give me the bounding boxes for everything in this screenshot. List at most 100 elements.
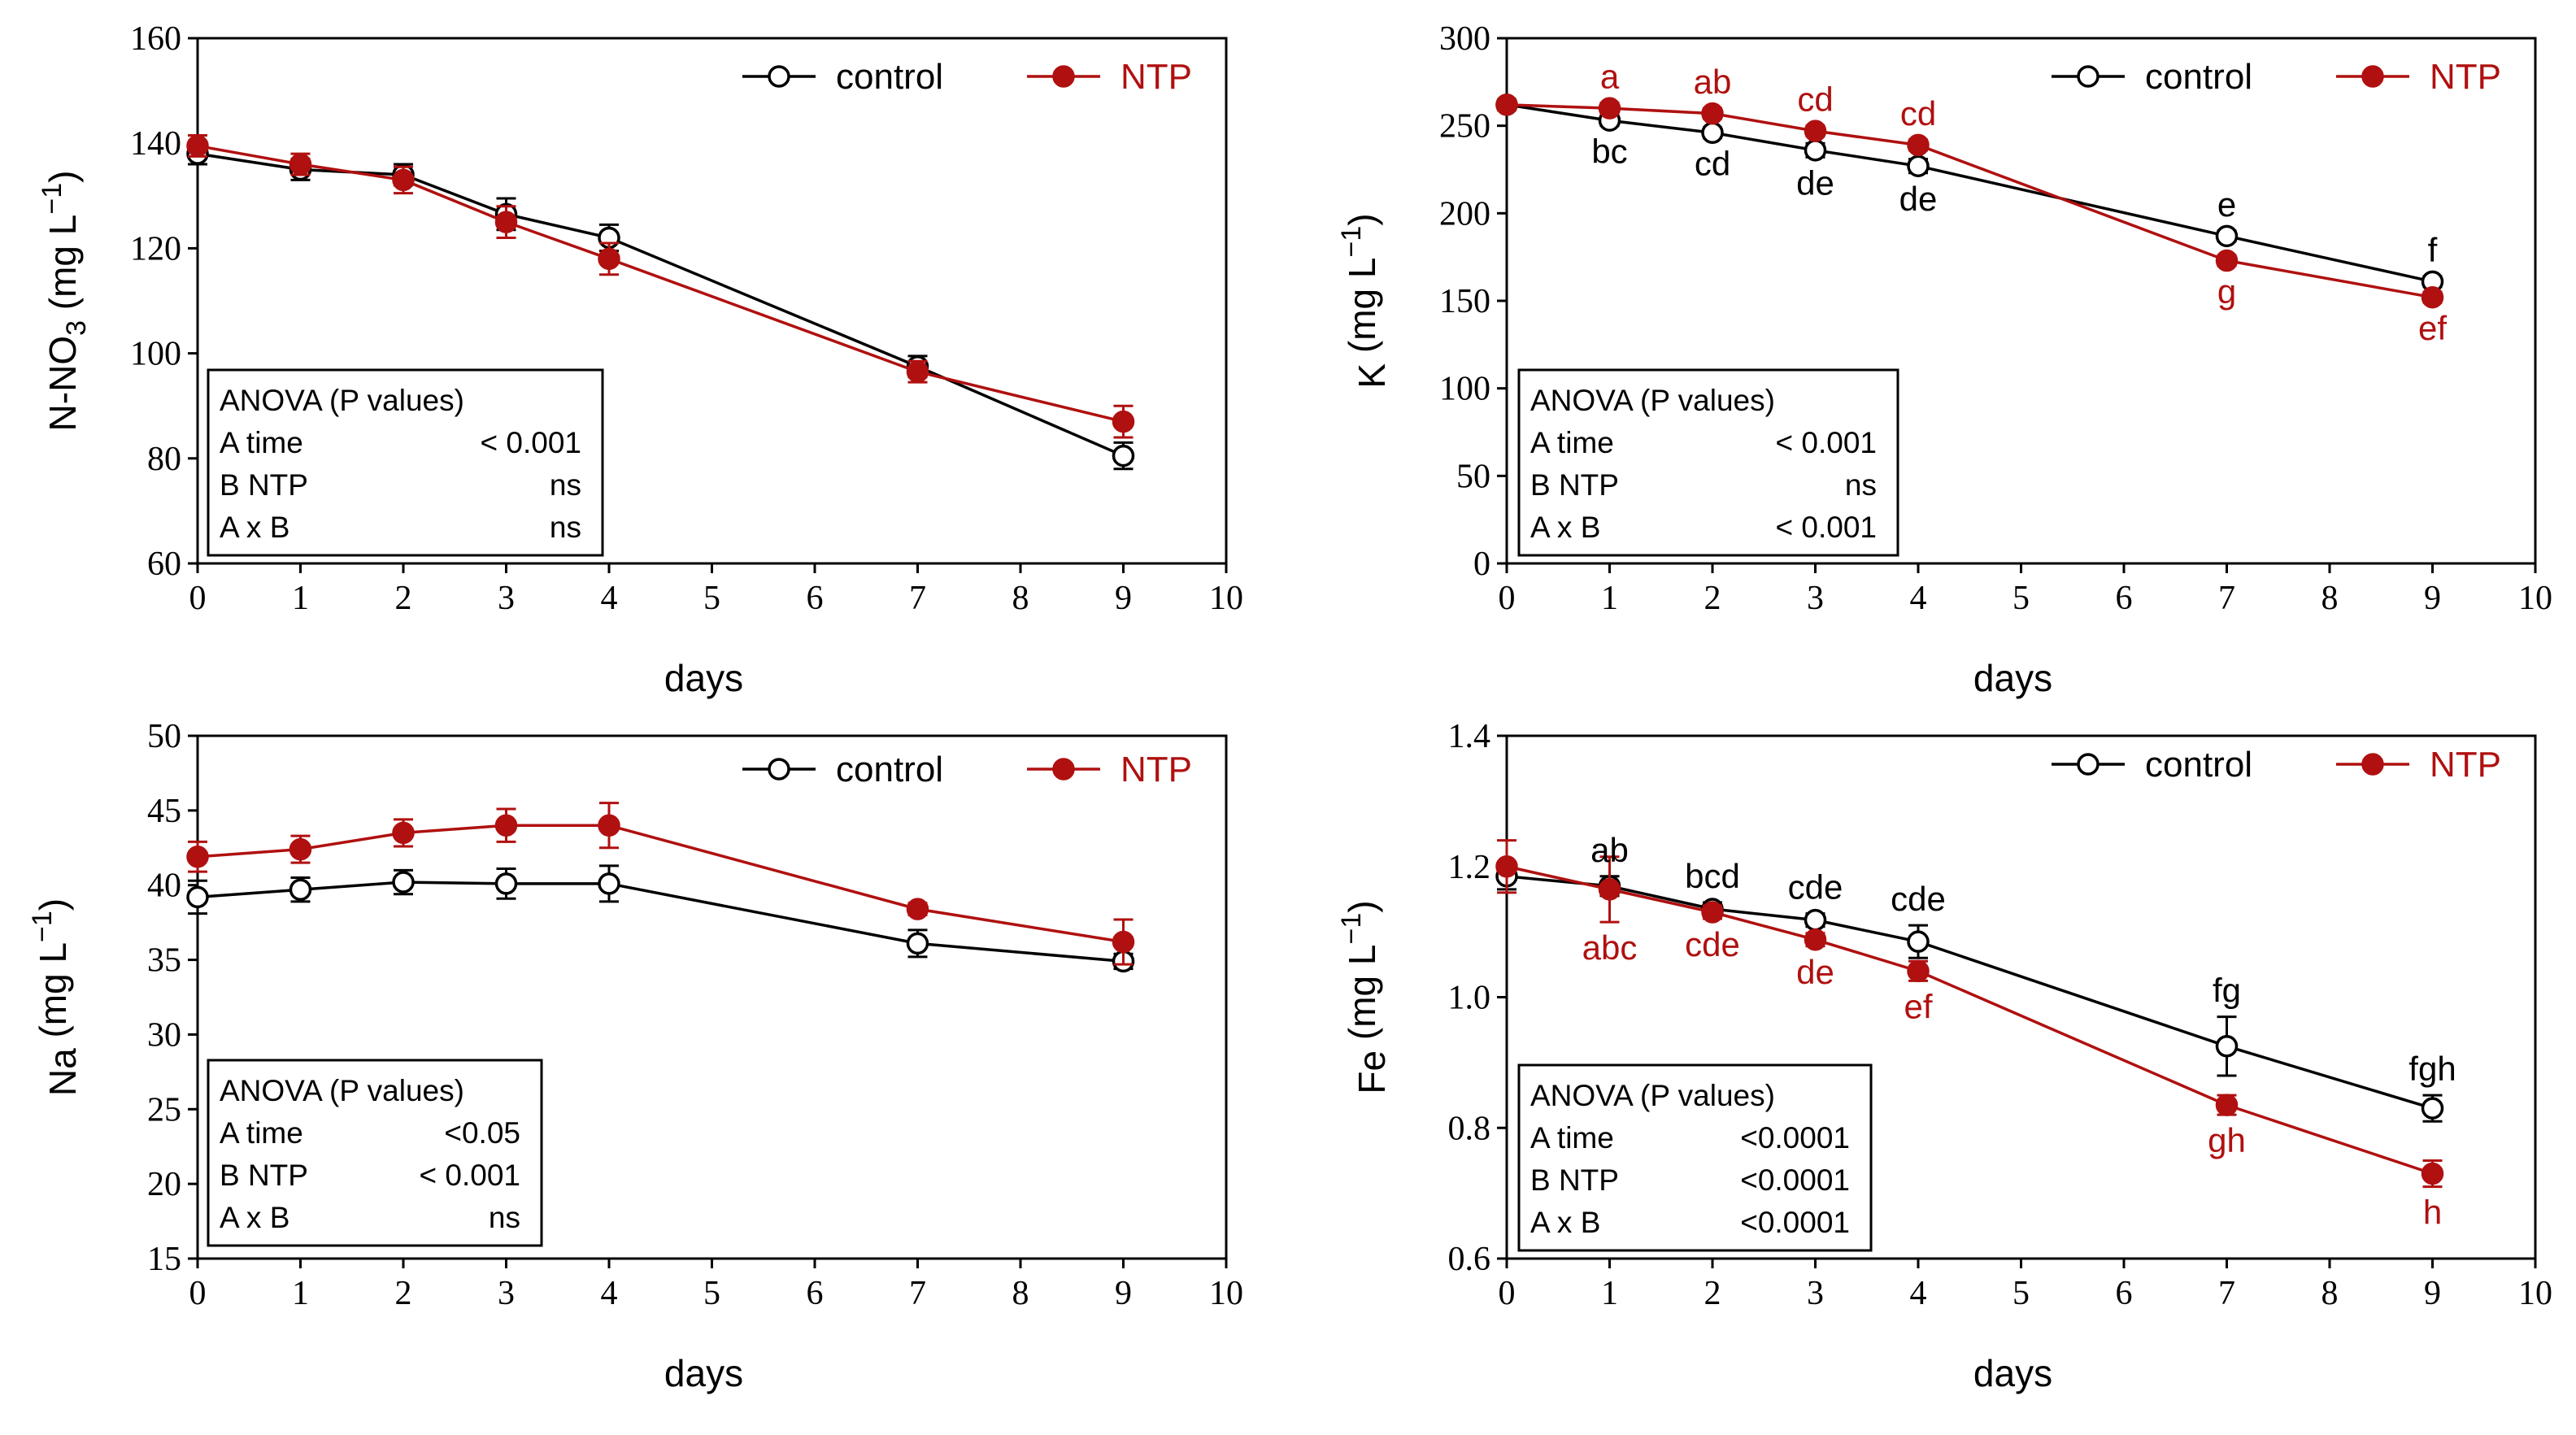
x-tick-label: 10 <box>1209 1275 1243 1312</box>
anova-row-label: B NTP <box>1530 468 1619 502</box>
y-tick-label: 60 <box>147 546 181 583</box>
x-tick-label: 3 <box>1807 580 1824 617</box>
legend-marker-ntp <box>1052 758 1075 781</box>
data-point-ntp <box>1495 855 1518 878</box>
x-tick-label: 9 <box>2424 1275 2441 1312</box>
x-tick-label: 6 <box>807 580 824 617</box>
data-point-ntp <box>1112 930 1135 954</box>
y-axis-label-unit-sup: −1 <box>37 183 67 215</box>
anova-row-label: A x B <box>220 511 289 544</box>
x-tick-label: 5 <box>703 1275 720 1312</box>
x-tick-label: 2 <box>1704 580 1721 617</box>
x-tick-label: 1 <box>292 580 309 617</box>
anova-box <box>1517 1063 1873 1252</box>
data-point-ntp <box>1701 901 1724 924</box>
anova-box <box>1517 368 1899 557</box>
data-point-ntp <box>1598 97 1621 120</box>
y-tick-label: 50 <box>1456 458 1490 495</box>
data-point-control <box>186 885 209 909</box>
data-point-control <box>2215 224 2239 248</box>
significance-letter-ntp: ab <box>1694 63 1732 101</box>
x-tick-label: 7 <box>2218 1275 2235 1312</box>
significance-letter-ntp: h <box>2423 1194 2442 1232</box>
x-tick-label: 5 <box>2012 580 2030 617</box>
anova-title: ANOVA (P values) <box>220 1074 464 1107</box>
y-axis-label-unit-sup: −1 <box>27 911 58 942</box>
x-tick-label: 3 <box>498 1275 515 1312</box>
data-point-ntp <box>598 814 620 837</box>
anova-title: ANOVA (P values) <box>220 384 464 417</box>
legend-marker-control <box>768 758 790 781</box>
significance-letter-ntp: abc <box>1582 928 1638 967</box>
data-point-control <box>1907 154 1930 177</box>
anova-row-label: A x B <box>1530 511 1600 544</box>
data-point-control <box>2421 1097 2444 1120</box>
x-tick-label: 4 <box>1910 580 1927 617</box>
anova-row-label: A x B <box>1530 1206 1600 1239</box>
anova-row-value: ns <box>550 468 581 502</box>
significance-letter-ntp: cd <box>1900 94 1936 133</box>
significance-letter-ntp: a <box>1600 58 1620 96</box>
anova-row-value: < 0.001 <box>1776 511 1877 544</box>
data-point-ntp <box>1804 928 1827 951</box>
y-tick-label: 0.8 <box>1448 1110 1491 1147</box>
x-tick-label: 6 <box>2116 580 2133 617</box>
y-axis-label-pre: Fe <box>1351 1050 1393 1094</box>
legend-marker-ntp <box>2361 753 2384 776</box>
y-axis-label-pre: N-NO <box>41 336 84 432</box>
data-point-ntp <box>2421 1162 2444 1185</box>
data-point-ntp <box>289 837 312 861</box>
y-axis-label-unit-pre: (mg L <box>41 215 84 320</box>
data-point-control <box>1804 908 1827 932</box>
legend-marker-ntp <box>1052 65 1075 88</box>
y-tick-label: 200 <box>1439 195 1490 233</box>
data-point-ntp <box>289 153 312 176</box>
legend-label-ntp: NTP <box>1120 750 1192 789</box>
x-tick-label: 9 <box>2424 580 2441 617</box>
x-tick-label: 1 <box>1601 580 1618 617</box>
data-point-control <box>392 871 415 894</box>
data-point-ntp <box>1804 120 1827 142</box>
chart-fe: 0 1 2 3 4 5 6 7 8 9 10 0.6 0.8 1.0 1.2 1.4 days Fe (mg L−… <box>1336 718 2552 1394</box>
x-tick-label: 8 <box>1012 580 1029 617</box>
y-tick-label: 0 <box>1473 546 1490 583</box>
anova-box <box>207 368 604 557</box>
data-point-control <box>1804 139 1827 162</box>
legend-label-control: control <box>836 57 943 97</box>
x-tick-label: 8 <box>1012 1275 1029 1312</box>
y-axis-label: N-NO3 (mg L−1) <box>37 171 92 432</box>
significance-letter-control: cd <box>1695 145 1730 183</box>
data-point-ntp <box>906 360 929 383</box>
data-point-control <box>1907 930 1930 953</box>
data-point-ntp <box>494 211 518 233</box>
anova-row-value: <0.0001 <box>1740 1163 1850 1197</box>
x-tick-label: 3 <box>1807 1275 1824 1312</box>
x-tick-label: 7 <box>2218 580 2235 617</box>
x-tick-label: 2 <box>395 580 412 617</box>
data-point-ntp <box>1907 959 1930 983</box>
x-tick-label: 0 <box>1499 580 1516 617</box>
x-tick-label: 2 <box>1704 1275 1721 1312</box>
legend-label-control: control <box>2145 57 2252 97</box>
y-tick-label: 25 <box>147 1091 181 1128</box>
y-axis-label-unit-post: ) <box>1341 900 1383 912</box>
anova-row-label: A time <box>1530 1121 1614 1155</box>
data-point-ntp <box>1495 93 1518 116</box>
y-axis-label-unit-pre: (mg L <box>1341 945 1383 1050</box>
data-point-control <box>494 872 518 895</box>
significance-letter-control: f <box>2428 231 2438 269</box>
anova-row-label: A time <box>220 426 303 459</box>
significance-letter-control: bcd <box>1685 857 1740 895</box>
x-axis-label: days <box>1973 1352 2052 1394</box>
significance-letter-control: cde <box>1891 880 1946 918</box>
anova-row-value: <0.0001 <box>1740 1121 1850 1155</box>
x-tick-label: 3 <box>498 580 515 617</box>
data-point-ntp <box>186 134 209 158</box>
data-point-ntp <box>494 814 518 837</box>
y-tick-label: 100 <box>130 336 181 373</box>
y-axis-label-unit-pre: (mg L <box>32 942 74 1048</box>
significance-letter-control: de <box>1899 180 1938 218</box>
x-tick-label: 6 <box>2116 1275 2133 1312</box>
